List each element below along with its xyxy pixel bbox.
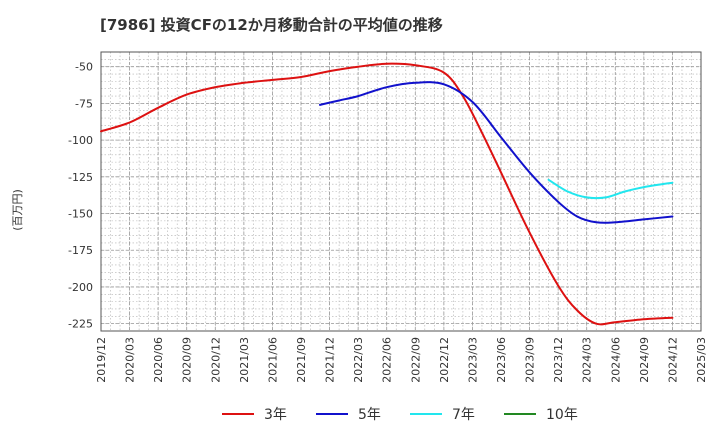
plot-area: [101, 52, 701, 331]
x-tick-label: 2020/03: [124, 337, 137, 383]
x-tick-label: 2020/12: [209, 337, 222, 383]
legend-swatch: [410, 413, 442, 415]
x-tick-label: 2022/09: [409, 337, 422, 383]
x-tick-label: 2022/12: [438, 337, 451, 383]
y-tick-label: -225: [68, 318, 93, 331]
series-line-1: [100, 62, 674, 326]
legend-label: 10年: [546, 407, 578, 423]
y-tick-label: -150: [68, 208, 93, 221]
x-tick-label: 2024/06: [609, 337, 622, 383]
y-tick-label: -125: [68, 171, 93, 184]
y-tick-label: -50: [75, 61, 93, 74]
x-tick-label: 2021/03: [238, 337, 251, 383]
x-tick-label: 2019/12: [95, 337, 108, 383]
legend-item: 7年: [410, 402, 475, 426]
x-tick-label: 2020/06: [152, 337, 165, 383]
x-tick-label: 2022/06: [381, 337, 394, 383]
legend-swatch: [504, 413, 536, 415]
series-line-3: [547, 178, 674, 200]
legend-swatch: [316, 413, 348, 415]
x-tick-label: 2023/06: [495, 337, 508, 383]
plot-border: [100, 51, 702, 332]
x-tick-label: 2021/06: [266, 337, 279, 383]
legend-label: 5年: [358, 407, 381, 423]
x-tick-label: 2023/12: [552, 337, 565, 383]
chart-title: [7986] 投資CFの12か月移動合計の平均値の推移: [100, 16, 443, 34]
legend-item: 3年: [222, 402, 287, 426]
y-tick-label: -200: [68, 281, 93, 294]
x-tick-label: 2022/03: [352, 337, 365, 383]
x-tick-label: 2021/09: [295, 337, 308, 383]
x-tick-label: 2025/03: [695, 337, 708, 383]
y-tick-label: -75: [75, 97, 93, 110]
legend-item: 5年: [316, 402, 381, 426]
legend-label: 7年: [452, 407, 475, 423]
legend-swatch: [222, 413, 254, 415]
x-tick-label: 2020/09: [181, 337, 194, 383]
x-tick-label: 2023/03: [466, 337, 479, 383]
legend: 3年 5年 7年 10年: [0, 402, 720, 426]
x-tick-label: 2023/09: [524, 337, 537, 383]
y-tick-label: -175: [68, 244, 93, 257]
x-tick-label: 2024/09: [638, 337, 651, 383]
legend-label: 3年: [264, 407, 287, 423]
y-tick-label: -100: [68, 134, 93, 147]
x-tick-label: 2024/03: [581, 337, 594, 383]
x-tick-label: 2024/12: [666, 337, 679, 383]
series-line-2: [319, 81, 674, 224]
legend-item: 10年: [504, 402, 578, 426]
x-tick-label: 2021/12: [324, 337, 337, 383]
